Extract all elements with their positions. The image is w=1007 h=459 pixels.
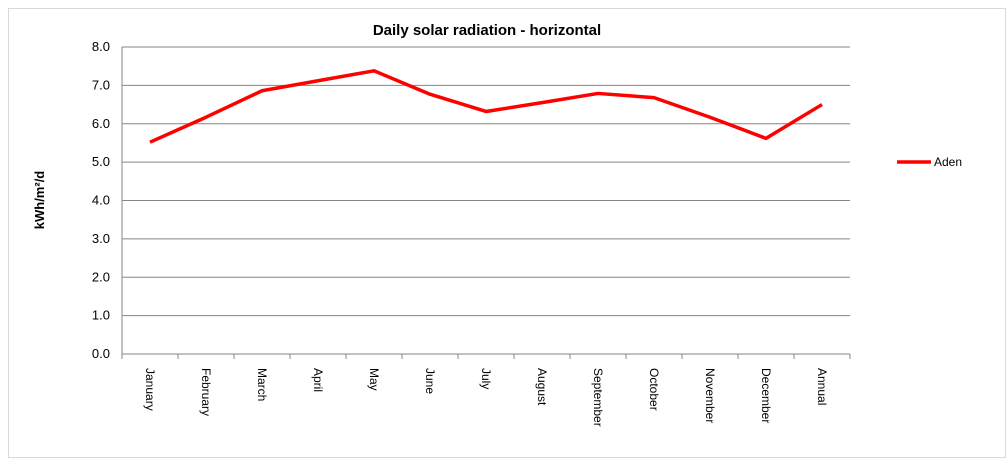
x-tick-label: November: [703, 368, 717, 423]
x-tick-label: May: [367, 368, 381, 391]
x-tick-label: January: [143, 368, 157, 411]
chart-frame: [8, 8, 1006, 458]
chart-title: Daily solar radiation - horizontal: [373, 22, 601, 39]
x-tick-label: December: [759, 368, 773, 423]
y-tick-label: 3.0: [92, 231, 110, 246]
y-tick-label: 0.0: [92, 346, 110, 361]
y-tick-label: 1.0: [92, 308, 110, 323]
y-tick-label: 7.0: [92, 77, 110, 92]
x-tick-label: July: [479, 368, 493, 389]
x-tick-label: September: [591, 368, 605, 427]
y-tick-label: 2.0: [92, 269, 110, 284]
x-tick-label: October: [647, 368, 661, 411]
y-tick-label: 4.0: [92, 193, 110, 208]
x-tick-label: August: [535, 368, 549, 406]
x-tick-label: April: [311, 368, 325, 392]
y-axis-label: kWh/m²/d: [32, 171, 47, 230]
x-tick-label: Annual: [815, 368, 829, 405]
y-tick-label: 8.0: [92, 39, 110, 54]
y-tick-label: 6.0: [92, 116, 110, 131]
x-tick-label: March: [255, 368, 269, 401]
x-tick-label: February: [199, 368, 213, 416]
y-tick-label: 5.0: [92, 154, 110, 169]
legend-label: Aden: [934, 155, 962, 169]
series-line: [149, 69, 823, 144]
x-tick-label: June: [423, 368, 437, 394]
